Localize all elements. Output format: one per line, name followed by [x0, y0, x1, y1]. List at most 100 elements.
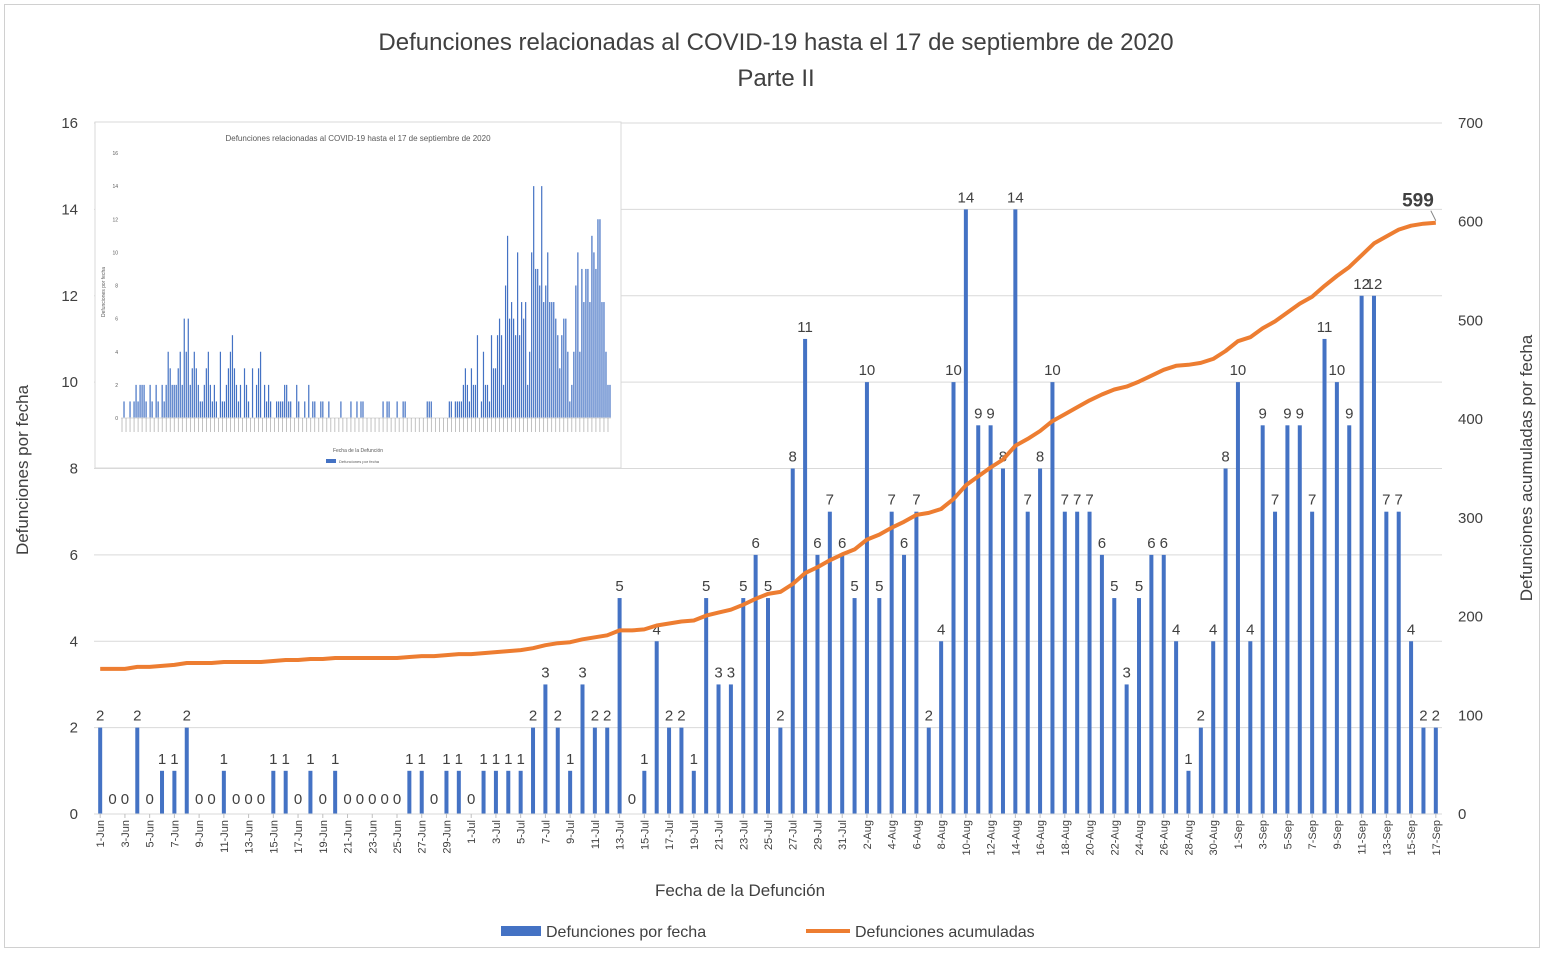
- inset-bar: [523, 318, 525, 418]
- bar-value-label: 0: [380, 791, 388, 808]
- inset-bar: [221, 401, 224, 418]
- bar: [1285, 425, 1290, 814]
- bar-value-label: 7: [912, 492, 920, 509]
- bar-value-label: 4: [1407, 621, 1415, 638]
- bar-value-label: 3: [714, 664, 722, 681]
- bar-value-label: 10: [1329, 362, 1346, 379]
- inset-y-tick-label: 8: [115, 284, 118, 290]
- bar: [419, 770, 424, 814]
- bar: [506, 770, 511, 814]
- inset-bar: [585, 268, 587, 418]
- y2-tick-label: 700: [1458, 115, 1483, 132]
- bar: [1025, 511, 1030, 814]
- bar-value-label: 9: [974, 405, 982, 422]
- bar: [667, 727, 672, 814]
- bar: [1433, 727, 1438, 814]
- inset-bar: [589, 302, 591, 418]
- bar-value-label: 0: [368, 791, 376, 808]
- x-tick-label: 18-Aug: [1060, 820, 1072, 855]
- bar: [1198, 727, 1203, 814]
- inset-bar: [579, 351, 581, 418]
- bar: [741, 598, 746, 814]
- x-tick-label: 15-Jul: [639, 820, 651, 850]
- inset-bar: [235, 384, 238, 418]
- bar: [1421, 727, 1426, 814]
- inset-bar: [571, 384, 573, 418]
- inset-bar: [515, 335, 517, 418]
- bar: [580, 684, 585, 814]
- inset-bar: [263, 384, 266, 418]
- inset-bar: [525, 302, 527, 418]
- bar-value-label: 7: [1308, 492, 1316, 509]
- x-tick-label: 1-Jun: [95, 820, 107, 848]
- bar-value-label: 6: [1098, 535, 1106, 552]
- bar-value-label: 7: [826, 492, 834, 509]
- x-tick-label: 24-Aug: [1134, 820, 1146, 855]
- bar-value-label: 2: [1432, 708, 1440, 725]
- bar: [1013, 209, 1018, 814]
- bar-value-label: 1: [269, 751, 277, 768]
- bar-value-label: 3: [541, 664, 549, 681]
- bar: [951, 382, 956, 814]
- inset-bar: [575, 285, 577, 418]
- inset-bar: [137, 401, 139, 418]
- bar: [889, 511, 894, 814]
- bar-value-label: 5: [739, 578, 747, 595]
- bar-value-label: 9: [986, 405, 994, 422]
- inset-bar: [123, 401, 125, 418]
- inset-bar: [298, 401, 300, 418]
- bar: [531, 727, 536, 814]
- inset-bar: [179, 351, 181, 418]
- inset-bar: [567, 351, 569, 418]
- inset-bar: [296, 384, 298, 418]
- y2-tick-label: 600: [1458, 214, 1483, 231]
- bar: [1347, 425, 1352, 814]
- inset-bar: [517, 252, 519, 418]
- bar: [642, 770, 647, 814]
- bar-value-label: 9: [1345, 405, 1353, 422]
- bar: [617, 598, 622, 814]
- x-tick-label: 11-Jun: [219, 820, 231, 853]
- y-tick-label: 16: [61, 115, 78, 132]
- inset-bar: [205, 368, 207, 418]
- inset-bar: [340, 401, 342, 418]
- bar: [1186, 770, 1191, 814]
- bar-value-label: 5: [764, 578, 772, 595]
- inset-bar: [181, 384, 183, 418]
- inset-bar: [239, 384, 242, 418]
- bar-value-label: 7: [1073, 492, 1081, 509]
- inset-bar: [270, 401, 272, 418]
- inset-bar: [151, 401, 153, 418]
- bar: [679, 727, 684, 814]
- inset-bar: [404, 401, 406, 418]
- inset-bar: [362, 401, 364, 418]
- bar: [543, 684, 548, 814]
- inset-bar: [555, 318, 557, 418]
- inset-bar: [219, 351, 222, 418]
- inset-bar: [165, 384, 167, 418]
- bar: [1062, 511, 1067, 814]
- inset-bar: [286, 384, 288, 418]
- inset-bar: [460, 401, 462, 418]
- x-tick-label: 13-Jul: [615, 820, 627, 850]
- bar-value-label: 14: [1007, 189, 1024, 206]
- bar-value-label: 1: [282, 751, 290, 768]
- bar: [308, 770, 313, 814]
- inset-bar: [233, 368, 236, 418]
- inset-y-tick-label: 4: [115, 350, 118, 356]
- x-tick-label: 7-Jun: [169, 820, 181, 848]
- bar: [1075, 511, 1080, 814]
- x-tick-label: 9-Jul: [565, 820, 577, 844]
- bar-value-label: 8: [789, 449, 797, 466]
- inset-bar: [486, 384, 489, 418]
- bar: [518, 770, 523, 814]
- bar: [877, 598, 882, 814]
- inset-bar: [583, 302, 585, 418]
- x-tick-label: 6-Aug: [911, 820, 923, 849]
- inset-bar: [201, 401, 203, 418]
- inset-bar: [468, 401, 471, 418]
- inset-bar: [288, 401, 290, 418]
- bar: [1334, 382, 1339, 814]
- inset-bar: [225, 384, 228, 418]
- x-tick-label: 30-Aug: [1208, 820, 1220, 855]
